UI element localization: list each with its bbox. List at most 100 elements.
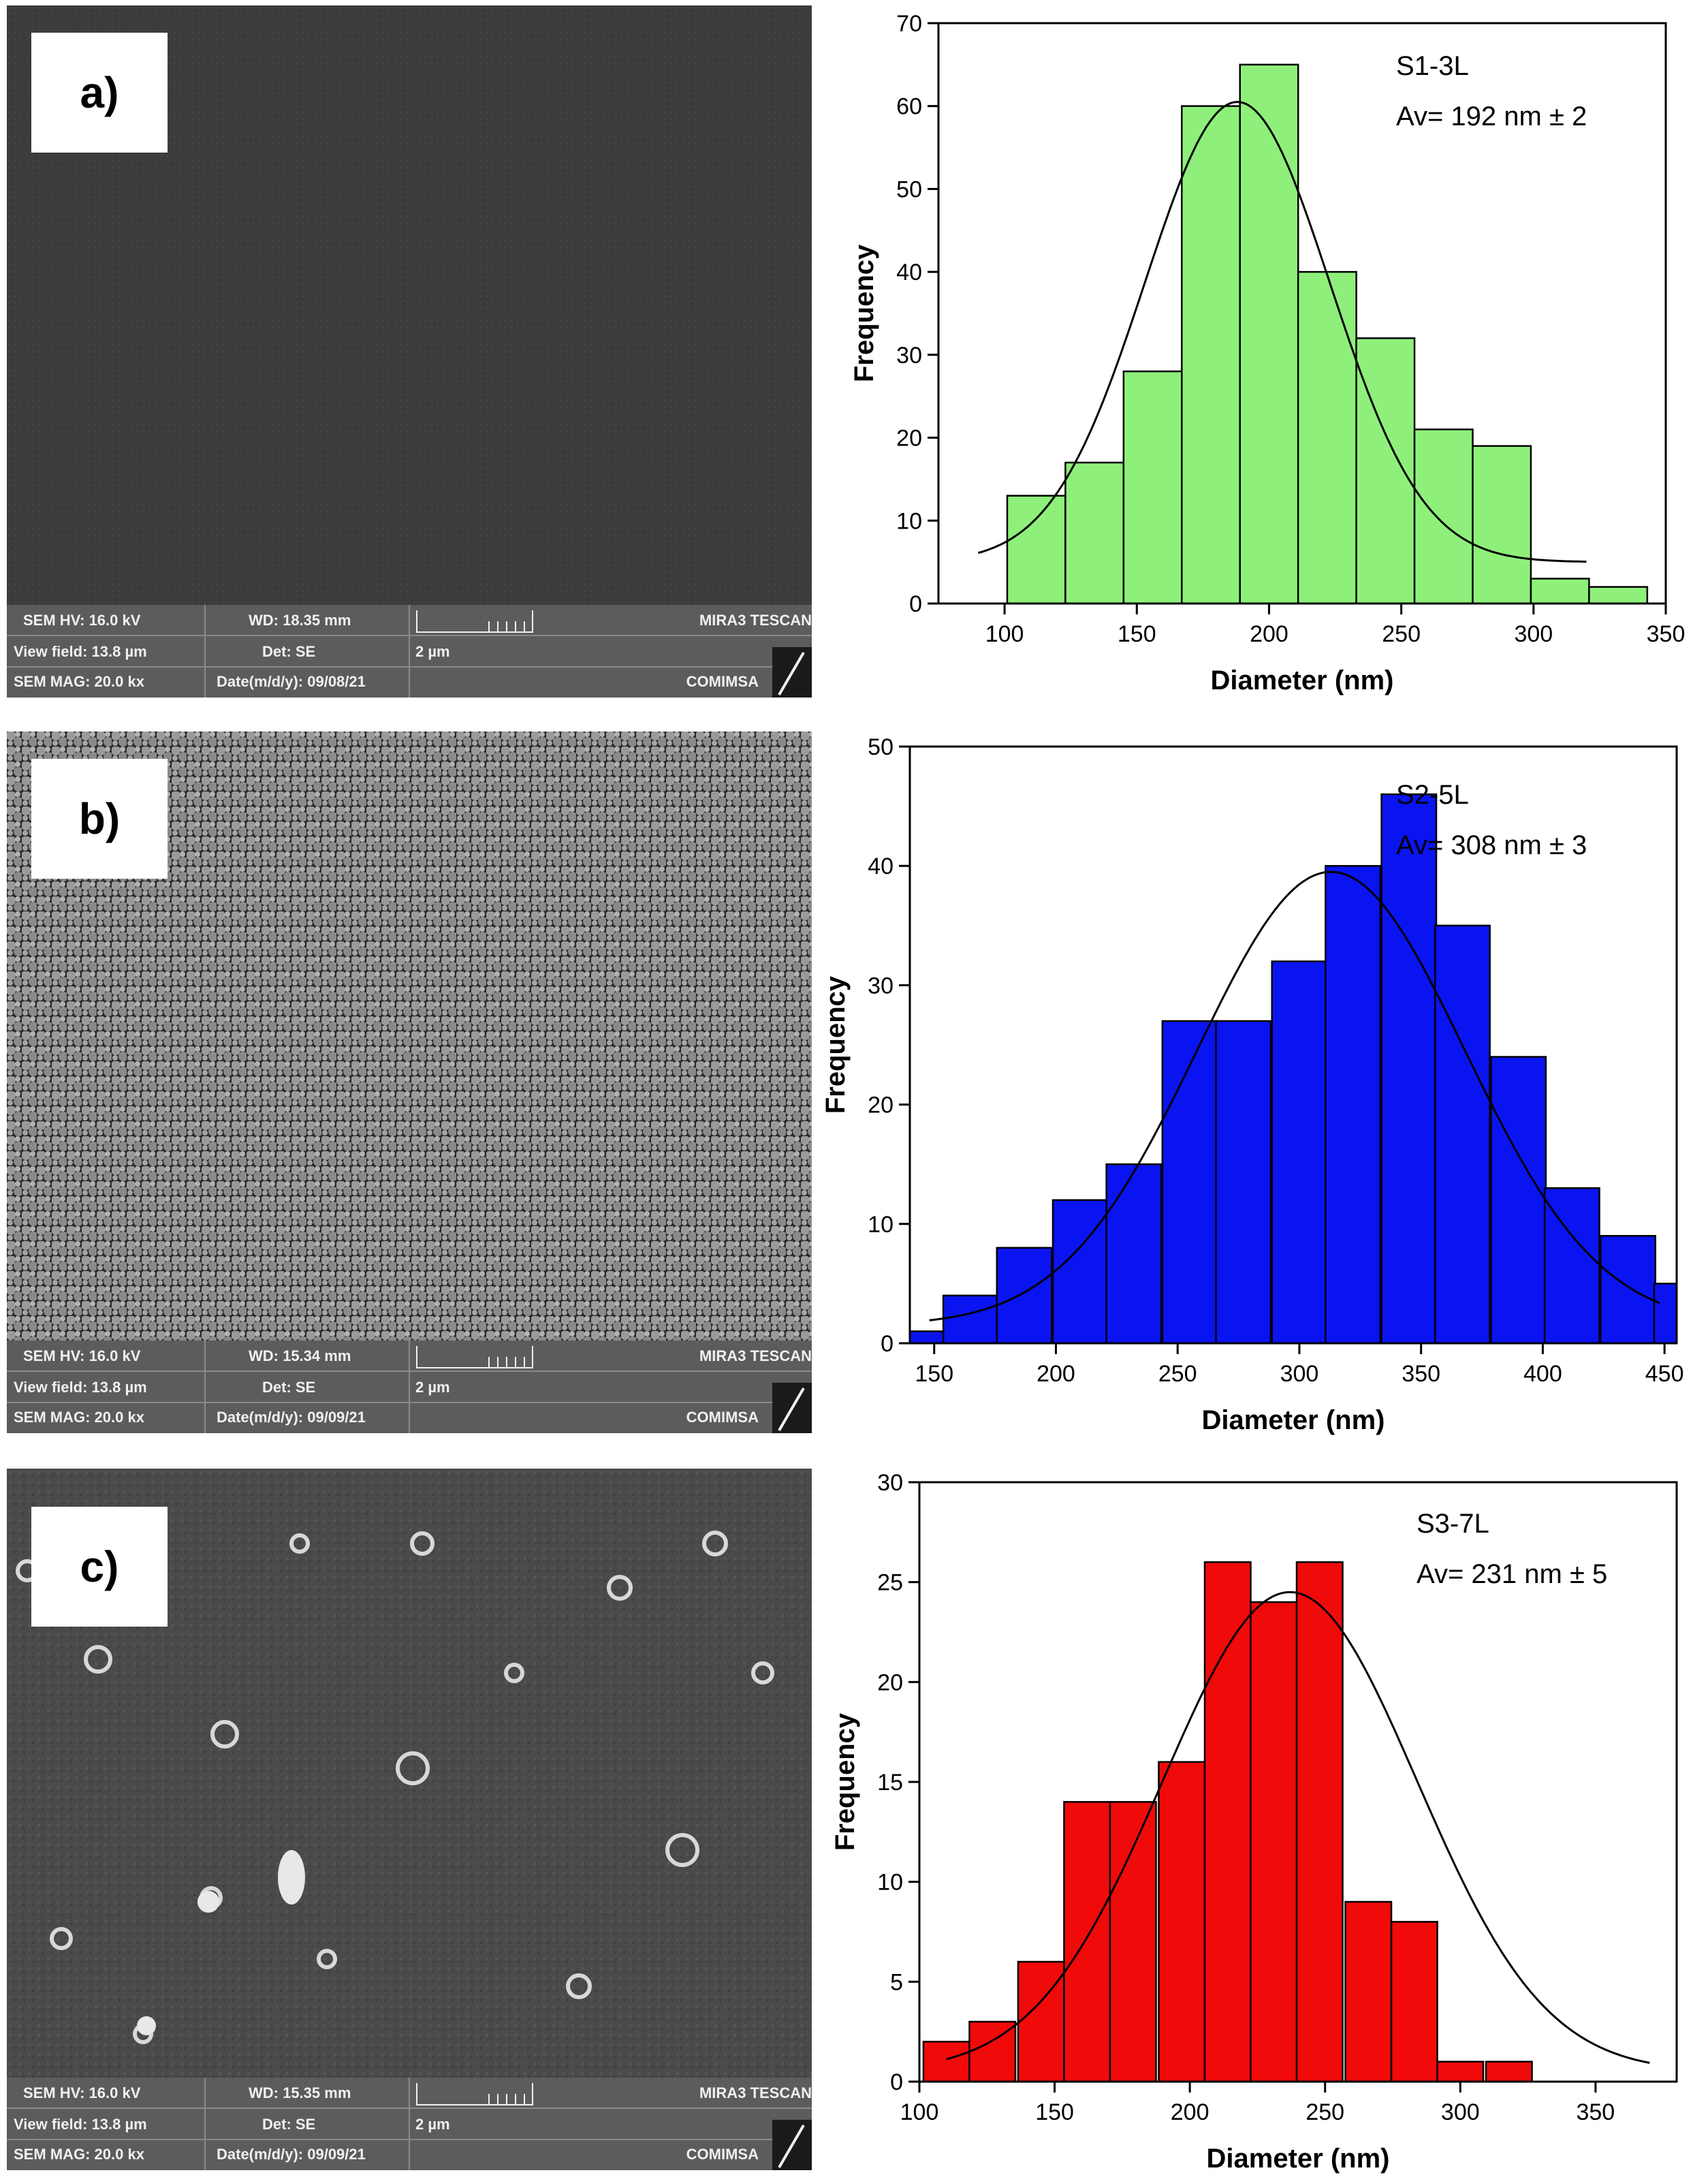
sem-mag: SEM MAG: 20.0 kx [14,673,144,690]
sem-databar: SEM HV: 16.0 kV WD: 15.35 mm MIRA3 TESCA… [7,2078,812,2170]
histogram-bar [1380,793,1438,1343]
sem-mag: SEM MAG: 20.0 kx [14,1409,144,1426]
histogram-bar [1109,1801,1157,2082]
histogram-c: 100 150 200 250 300 350 0 5 10 15 20 25 30 Diameter (… [824,1465,1708,2177]
histogram-bar [1239,63,1299,604]
x-tick-label: 300 [1441,2099,1480,2125]
sem-brand: MIRA3 TESCAN [699,1347,812,1364]
sem-detector: Det: SE [262,2116,316,2133]
histogram-bar [1325,864,1382,1343]
histogram-bar [1543,1187,1600,1343]
scale-bar-icon [416,2083,533,2105]
gaussian-fit-line [929,871,1660,1321]
sem-view-field: View field: 13.8 µm [14,1379,147,1396]
histogram-bar [1017,1960,1065,2082]
histogram-bar [1297,270,1357,604]
y-tick-label: 10 [896,508,922,534]
histogram-bar [996,1247,1053,1343]
histogram-bar [922,2041,970,2082]
sample-label: S3-7L [1417,1509,1489,1539]
y-tick-label: 60 [896,94,922,120]
panel-label-text: b) [78,794,121,843]
sem-org: COMIMSA [686,673,759,690]
sem-scale-label: 2 µm [415,1379,450,1396]
x-tick-label: 100 [985,621,1024,647]
sem-detector: Det: SE [262,1379,316,1396]
panel-label-b: b) [31,759,168,879]
y-tick-label: 5 [890,1969,903,1995]
sample-label: S1-3L [1396,51,1469,81]
sem-brand: MIRA3 TESCAN [699,612,812,629]
y-tick-label: 20 [896,426,922,452]
x-tick-label: 300 [1280,1361,1319,1387]
sem-image-c: c) SEM HV: 16.0 kV WD: 15.35 mm MIRA3 TE… [7,1469,812,2170]
histogram-bar [1530,578,1590,604]
x-tick-label: 200 [1037,1361,1075,1387]
y-tick-label: 0 [909,591,922,617]
sem-org: COMIMSA [686,1409,759,1426]
x-axis-label: Diameter (nm) [1202,1405,1385,1435]
plot-frame [908,745,1678,1345]
histogram-bar [1064,461,1125,604]
y-tick-label: 15 [877,1770,903,1796]
histogram-bar [1006,495,1066,604]
panel-label-c: c) [31,1507,168,1627]
histogram-bar [1250,1601,1298,2082]
bars [1006,63,1649,604]
sem-wd: WD: 15.35 mm [249,2084,351,2101]
sem-databar: SEM HV: 16.0 kV WD: 15.34 mm MIRA3 TESCA… [7,1341,812,1433]
sample-label: S2-5L [1396,780,1469,810]
histogram-bar [1203,1561,1252,2082]
panel-label-a: a) [31,33,168,153]
sem-wd: WD: 18.35 mm [249,612,351,629]
y-tick-label: 50 [868,734,893,760]
histogram-bar [942,1294,999,1343]
histogram-bar [1181,105,1241,604]
sem-brand: MIRA3 TESCAN [699,2084,812,2101]
histogram-bar [1588,586,1649,604]
y-axis-label: Frequency [849,244,879,382]
tescan-logo-icon [772,1383,812,1433]
x-tick-label: 250 [1158,1361,1197,1387]
histogram-svg-c: 100 150 200 250 300 350 0 5 10 15 20 25 30 Diameter (… [830,1470,1678,2174]
histogram-svg-b: 150 200 250 300 350 400 450 0 10 20 30 40 50 Diameter… [824,734,1684,1435]
sem-view-field: View field: 13.8 µm [14,2116,147,2133]
gaussian-fit-line [946,1591,1650,2064]
scale-bar-icon [416,610,533,633]
tescan-logo-icon [772,647,812,698]
x-tick-label: 150 [1035,2099,1074,2125]
histogram-bar [1063,1801,1111,2082]
x-tick-label: 400 [1523,1361,1562,1387]
y-tick-label: 0 [890,2069,903,2095]
plot-frame [937,22,1667,605]
tescan-logo-icon [772,2120,812,2170]
sem-scale-label: 2 µm [415,2116,450,2133]
x-tick-label: 250 [1382,621,1421,647]
x-tick-label: 150 [915,1361,953,1387]
histogram-bar [1295,1561,1344,2082]
y-tick-label: 30 [896,343,922,369]
histogram-bar [1105,1163,1163,1343]
average-label: Av= 308 nm ± 3 [1396,830,1587,860]
x-tick-label: 350 [1647,621,1686,647]
average-label: Av= 192 nm ± 2 [1396,101,1587,131]
histogram-bar [1413,428,1474,604]
x-tick-label: 450 [1645,1361,1684,1387]
histogram-bar [1355,337,1416,604]
y-axis-label: Frequency [824,975,851,1114]
panel-label-text: a) [80,68,119,117]
sem-date: Date(m/d/y): 09/08/21 [217,673,366,690]
histogram-bar [1122,370,1183,604]
x-axis-label: Diameter (nm) [1211,665,1394,695]
y-tick-label: 70 [896,11,922,37]
sem-hv: SEM HV: 16.0 kV [23,1347,141,1364]
histogram-svg-a: 100 150 200 250 300 350 0 10 20 30 40 50 60 70 Diamete… [849,11,1686,695]
x-tick-label: 350 [1576,2099,1615,2125]
x-tick-label: 100 [900,2099,939,2125]
y-tick-label: 25 [877,1570,903,1596]
x-tick-label: 300 [1514,621,1553,647]
y-tick-label: 0 [881,1331,893,1357]
histogram-bar [1215,1020,1272,1343]
histogram-bar [1271,960,1328,1343]
x-axis-label: Diameter (nm) [1207,2144,1390,2174]
